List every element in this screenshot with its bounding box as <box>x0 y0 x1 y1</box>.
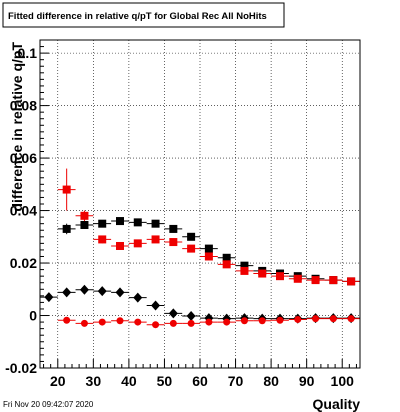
data-point <box>186 311 196 322</box>
x-tick-label: 60 <box>192 373 208 389</box>
data-point <box>98 235 107 244</box>
data-point <box>240 317 248 325</box>
data-point <box>240 261 249 270</box>
y-tick-label: 0 <box>29 308 37 324</box>
data-point <box>276 316 284 324</box>
data-point <box>205 318 213 326</box>
x-tick-label: 20 <box>50 373 66 389</box>
series-4 <box>57 315 360 329</box>
data-point <box>151 300 161 311</box>
y-tick-label: 0.1 <box>18 45 38 61</box>
x-tick-label: 100 <box>331 373 355 389</box>
data-point <box>44 292 54 303</box>
data-point <box>134 318 142 326</box>
x-tick-label: 70 <box>228 373 244 389</box>
data-point <box>80 319 88 327</box>
data-point <box>187 319 195 327</box>
data-point <box>98 219 107 228</box>
series-layer <box>40 168 360 329</box>
title-frame <box>2 2 285 28</box>
data-point <box>311 276 320 285</box>
data-point <box>80 211 89 220</box>
data-point <box>223 318 231 326</box>
data-point <box>116 217 124 226</box>
y-tick-label: 0.04 <box>10 203 37 219</box>
data-point <box>133 239 142 248</box>
data-point <box>222 260 231 269</box>
data-point <box>204 252 213 261</box>
series-2 <box>57 168 360 286</box>
data-point <box>347 315 355 323</box>
data-point <box>329 315 337 323</box>
data-point <box>151 219 160 228</box>
data-point <box>294 315 302 323</box>
data-point <box>258 269 267 278</box>
data-point <box>204 244 213 253</box>
x-tick-label: 30 <box>86 373 102 389</box>
data-point <box>347 277 356 286</box>
data-point <box>169 238 178 247</box>
data-point <box>168 308 178 319</box>
title-box: Fitted difference in relative q/pT for G… <box>2 2 285 28</box>
data-point <box>276 272 284 281</box>
data-point <box>79 284 89 295</box>
y-axis-label: difference in relative q/pT <box>9 42 25 212</box>
data-point <box>187 232 196 241</box>
data-point <box>133 292 143 303</box>
data-point <box>115 287 125 298</box>
data-point <box>240 266 249 275</box>
timestamp: Fri Nov 20 09:42:07 2020 <box>3 400 94 409</box>
data-point <box>222 253 231 262</box>
x-tick-label: 40 <box>121 373 137 389</box>
data-point <box>312 315 320 323</box>
data-point <box>62 287 72 298</box>
y-tick-label: 0.08 <box>10 98 37 114</box>
data-point <box>62 185 71 194</box>
data-point <box>187 244 196 253</box>
data-point <box>169 319 177 327</box>
x-tick-label: 50 <box>157 373 173 389</box>
y-tick-label: -0.02 <box>5 360 37 376</box>
y-tick-label: 0.02 <box>10 255 37 271</box>
y-tick-label: 0.06 <box>10 150 37 166</box>
chart-title: Fitted difference in relative q/pT for G… <box>8 11 267 22</box>
data-point <box>98 318 106 326</box>
data-point <box>169 224 178 233</box>
x-tick-label: 80 <box>263 373 279 389</box>
data-point <box>151 235 160 244</box>
data-point <box>97 286 107 297</box>
data-point <box>80 220 89 229</box>
data-point <box>116 317 124 325</box>
data-point <box>116 241 124 250</box>
data-point <box>293 274 302 283</box>
data-point <box>329 276 338 285</box>
x-tick-label: 90 <box>299 373 315 389</box>
x-axis-label: Quality <box>313 396 361 412</box>
data-point <box>152 321 160 329</box>
data-point <box>258 317 266 325</box>
data-point <box>62 224 71 233</box>
axes: 20 30 40 50 60 70 80 90 100 -0.02 0 0.02 0.04 0.06 0.0… <box>5 39 361 389</box>
data-point <box>133 218 142 227</box>
data-point <box>63 316 71 324</box>
